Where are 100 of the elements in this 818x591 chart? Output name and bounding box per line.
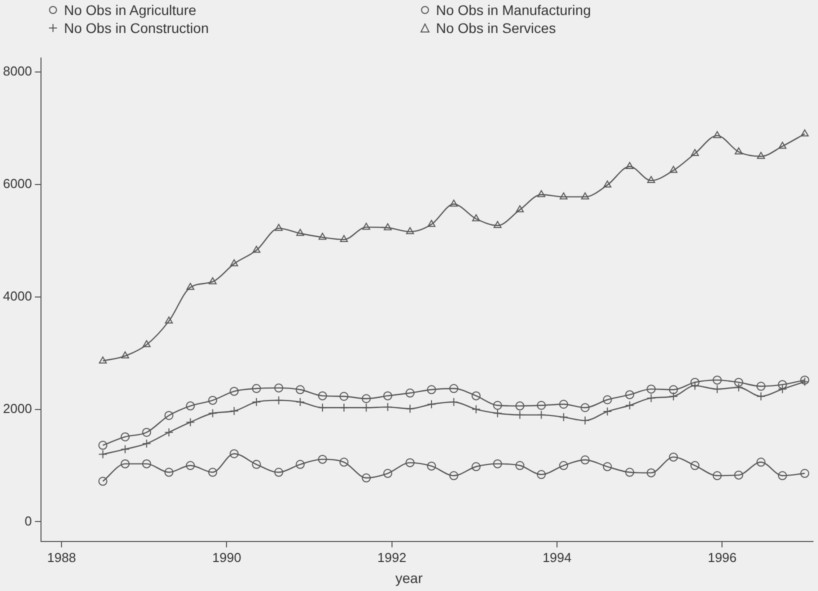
point bbox=[647, 176, 656, 184]
point bbox=[406, 458, 415, 468]
point bbox=[186, 461, 195, 470]
point bbox=[778, 142, 786, 149]
point bbox=[98, 440, 108, 450]
point bbox=[340, 235, 348, 242]
point bbox=[318, 454, 327, 464]
point bbox=[230, 259, 238, 266]
point bbox=[537, 190, 546, 198]
point bbox=[712, 376, 722, 385]
point bbox=[230, 449, 239, 458]
y-tick-label: 6000 bbox=[3, 176, 32, 192]
point bbox=[713, 131, 722, 138]
point bbox=[208, 277, 217, 284]
point bbox=[339, 392, 348, 401]
point bbox=[493, 400, 502, 410]
point bbox=[296, 385, 305, 394]
point bbox=[120, 432, 130, 442]
point bbox=[800, 468, 810, 478]
legend-label: No Obs in Manufacturing bbox=[436, 2, 591, 18]
point bbox=[142, 459, 152, 468]
point bbox=[580, 403, 590, 412]
point bbox=[98, 356, 107, 364]
point bbox=[186, 418, 195, 427]
point bbox=[142, 428, 152, 437]
point bbox=[625, 390, 634, 400]
point bbox=[602, 395, 612, 404]
x-tick-label: 1992 bbox=[377, 550, 406, 565]
point bbox=[559, 400, 568, 409]
y-tick-label: 0 bbox=[24, 513, 32, 528]
point bbox=[690, 378, 700, 387]
point bbox=[252, 246, 260, 253]
point bbox=[296, 460, 305, 469]
point bbox=[536, 470, 546, 480]
legend-label: No Obs in Construction bbox=[64, 20, 209, 36]
point bbox=[186, 401, 195, 410]
point bbox=[164, 428, 174, 437]
point bbox=[274, 383, 284, 392]
legend-label: No Obs in Agriculture bbox=[64, 2, 196, 18]
point bbox=[406, 388, 415, 398]
point bbox=[734, 378, 744, 387]
point bbox=[603, 180, 612, 188]
point bbox=[318, 391, 327, 400]
point bbox=[536, 400, 546, 410]
y-tick-label: 2000 bbox=[3, 400, 32, 416]
point bbox=[646, 384, 656, 394]
point bbox=[515, 461, 524, 470]
point bbox=[362, 473, 371, 482]
point bbox=[164, 410, 174, 420]
point bbox=[626, 162, 634, 169]
point bbox=[318, 232, 326, 240]
y-tick-label: 8000 bbox=[3, 64, 32, 79]
point bbox=[427, 462, 436, 471]
point bbox=[757, 152, 765, 159]
point bbox=[120, 459, 130, 468]
point bbox=[98, 450, 108, 459]
point bbox=[252, 460, 261, 469]
point bbox=[668, 385, 678, 394]
point bbox=[669, 166, 678, 173]
point bbox=[560, 192, 568, 200]
x-axis-title: year bbox=[394, 570, 424, 586]
point bbox=[383, 468, 392, 478]
point bbox=[449, 471, 458, 480]
point bbox=[450, 200, 458, 207]
point bbox=[406, 227, 414, 234]
point bbox=[778, 471, 787, 480]
x-tick-label: 1996 bbox=[708, 550, 737, 565]
point bbox=[296, 228, 304, 236]
point bbox=[668, 452, 678, 462]
x-tick-label: 1988 bbox=[47, 550, 76, 565]
point bbox=[384, 223, 392, 230]
point bbox=[602, 462, 612, 472]
point bbox=[186, 282, 194, 290]
point bbox=[383, 391, 392, 400]
point bbox=[734, 470, 744, 480]
point bbox=[494, 221, 502, 228]
point bbox=[493, 459, 502, 468]
point bbox=[98, 476, 108, 486]
point bbox=[516, 205, 524, 212]
point bbox=[646, 468, 656, 478]
point bbox=[252, 384, 261, 394]
point bbox=[164, 468, 174, 477]
point bbox=[362, 394, 371, 404]
point bbox=[208, 396, 218, 405]
point bbox=[362, 222, 370, 230]
point bbox=[690, 461, 700, 470]
point bbox=[756, 382, 766, 391]
point bbox=[778, 380, 787, 390]
point bbox=[515, 401, 524, 410]
y-tick-label: 4000 bbox=[3, 288, 32, 304]
point bbox=[142, 340, 151, 348]
point bbox=[734, 147, 743, 154]
x-tick-label: 1994 bbox=[542, 550, 572, 565]
x-tick-label: 1990 bbox=[212, 550, 242, 565]
point bbox=[472, 214, 480, 222]
point bbox=[756, 458, 766, 467]
legend-label: No Obs in Services bbox=[436, 20, 556, 36]
point bbox=[274, 468, 284, 477]
point bbox=[208, 468, 218, 477]
point bbox=[559, 461, 568, 470]
